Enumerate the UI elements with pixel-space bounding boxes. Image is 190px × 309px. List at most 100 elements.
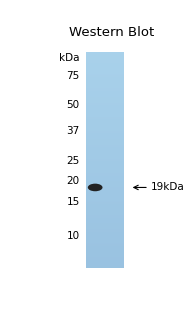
Bar bbox=[86, 252, 124, 253]
Bar bbox=[86, 158, 124, 159]
Bar bbox=[86, 216, 124, 217]
Bar bbox=[86, 260, 124, 261]
Bar bbox=[86, 187, 124, 188]
Bar bbox=[86, 83, 124, 85]
Bar bbox=[86, 115, 124, 116]
Bar bbox=[86, 116, 124, 117]
Bar bbox=[86, 56, 124, 57]
Bar bbox=[86, 214, 124, 215]
Bar bbox=[86, 152, 124, 154]
Text: 20: 20 bbox=[66, 176, 80, 186]
Bar bbox=[86, 221, 124, 223]
Bar bbox=[86, 263, 124, 265]
Bar bbox=[86, 138, 124, 139]
Bar bbox=[86, 83, 124, 84]
Bar bbox=[86, 165, 124, 167]
Bar bbox=[86, 59, 124, 60]
Bar bbox=[86, 77, 124, 78]
Bar bbox=[86, 245, 124, 246]
Bar bbox=[86, 156, 124, 157]
Bar bbox=[86, 127, 124, 128]
Bar bbox=[86, 261, 124, 262]
Bar bbox=[86, 175, 124, 176]
Bar bbox=[86, 75, 124, 76]
Bar bbox=[86, 255, 124, 256]
Bar bbox=[86, 86, 124, 87]
Bar bbox=[86, 189, 124, 190]
Bar bbox=[86, 57, 124, 58]
Bar bbox=[86, 117, 124, 118]
Bar bbox=[86, 210, 124, 212]
Bar bbox=[86, 259, 124, 260]
Bar bbox=[86, 186, 124, 187]
Bar bbox=[86, 199, 124, 200]
Bar bbox=[86, 144, 124, 145]
Bar bbox=[86, 169, 124, 170]
Bar bbox=[86, 196, 124, 197]
Bar bbox=[86, 101, 124, 102]
Text: kDa: kDa bbox=[59, 53, 80, 62]
Bar bbox=[86, 207, 124, 209]
Bar bbox=[86, 188, 124, 189]
Bar bbox=[86, 154, 124, 156]
Bar bbox=[86, 93, 124, 95]
Bar bbox=[86, 239, 124, 240]
Bar bbox=[86, 226, 124, 227]
Bar bbox=[86, 213, 124, 214]
Bar bbox=[86, 178, 124, 180]
Bar bbox=[86, 256, 124, 257]
Bar bbox=[86, 170, 124, 171]
Bar bbox=[86, 160, 124, 161]
Bar bbox=[86, 219, 124, 221]
Bar bbox=[86, 252, 124, 254]
Bar bbox=[86, 184, 124, 185]
Bar bbox=[86, 200, 124, 201]
Bar bbox=[86, 63, 124, 64]
Bar bbox=[86, 191, 124, 193]
Bar bbox=[86, 229, 124, 230]
Bar bbox=[86, 140, 124, 141]
Bar bbox=[86, 96, 124, 98]
Bar bbox=[86, 135, 124, 137]
Bar bbox=[86, 244, 124, 245]
Bar bbox=[86, 79, 124, 81]
Bar bbox=[86, 147, 124, 148]
Bar bbox=[86, 197, 124, 198]
Bar bbox=[86, 76, 124, 77]
Bar bbox=[86, 227, 124, 228]
Text: 10: 10 bbox=[66, 231, 80, 241]
Bar bbox=[86, 222, 124, 224]
Bar bbox=[86, 174, 124, 175]
Bar bbox=[86, 242, 124, 243]
Bar bbox=[86, 208, 124, 210]
Bar bbox=[86, 105, 124, 106]
Bar bbox=[86, 212, 124, 213]
Bar bbox=[86, 262, 124, 264]
Bar bbox=[86, 106, 124, 108]
Bar bbox=[86, 64, 124, 66]
Bar bbox=[86, 112, 124, 113]
Text: 19kDa: 19kDa bbox=[150, 182, 184, 193]
Bar bbox=[86, 234, 124, 235]
Bar bbox=[86, 218, 124, 219]
Bar bbox=[86, 109, 124, 111]
Text: 37: 37 bbox=[66, 126, 80, 136]
Bar bbox=[86, 99, 124, 100]
Bar bbox=[86, 129, 124, 130]
Bar bbox=[86, 167, 124, 168]
Bar bbox=[86, 177, 124, 179]
Bar bbox=[86, 148, 124, 150]
Bar bbox=[86, 171, 124, 172]
Bar bbox=[86, 52, 124, 54]
Bar bbox=[86, 53, 124, 55]
Bar bbox=[86, 91, 124, 92]
Bar bbox=[86, 141, 124, 142]
Bar bbox=[86, 104, 124, 105]
Bar bbox=[86, 92, 124, 93]
Bar bbox=[86, 154, 124, 155]
Bar bbox=[86, 205, 124, 206]
Bar bbox=[86, 267, 124, 268]
Bar bbox=[86, 228, 124, 229]
Bar bbox=[86, 95, 124, 97]
Bar bbox=[86, 131, 124, 132]
